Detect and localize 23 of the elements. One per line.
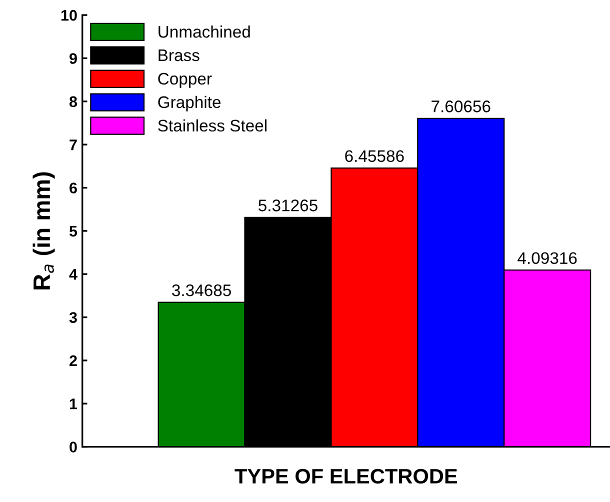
y-tick-label: 0 <box>70 442 77 452</box>
data-label: 6.45586 <box>345 150 404 162</box>
y-tick-label: 4 <box>69 269 78 280</box>
y-axis-title: R$_{a}$ (in mm) <box>32 172 55 290</box>
data-label: 3.34685 <box>172 284 231 296</box>
legend-label: Brass <box>158 50 200 62</box>
y-tick-label: 9 <box>70 53 77 64</box>
x-axis-title: TYPE OF ELECTRODE <box>234 468 458 484</box>
y-tick-label: 1 <box>70 398 78 410</box>
y-tick-label: 3 <box>69 312 77 323</box>
legend-label: Graphite <box>158 96 221 112</box>
y-tick-label: 2 <box>70 355 77 366</box>
data-label: 5.31265 <box>258 200 318 212</box>
legend-label: Stainless Steel <box>158 119 266 132</box>
y-tick-label: 8 <box>69 96 78 108</box>
legend-label: Copper <box>158 72 212 88</box>
y-tick-label: 7 <box>70 140 77 150</box>
y-tick-label: 5 <box>69 226 78 237</box>
y-tick-label: 10 <box>61 10 77 21</box>
y-tick-label: 6 <box>70 182 77 194</box>
data-label: 7.60656 <box>432 100 490 112</box>
legend-label: Unmachined <box>158 25 250 38</box>
data-label: 4.09316 <box>518 252 577 264</box>
